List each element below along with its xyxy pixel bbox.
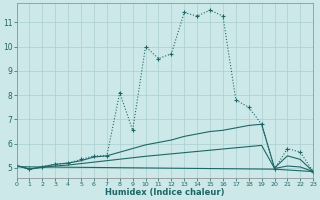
X-axis label: Humidex (Indice chaleur): Humidex (Indice chaleur) xyxy=(105,188,225,197)
